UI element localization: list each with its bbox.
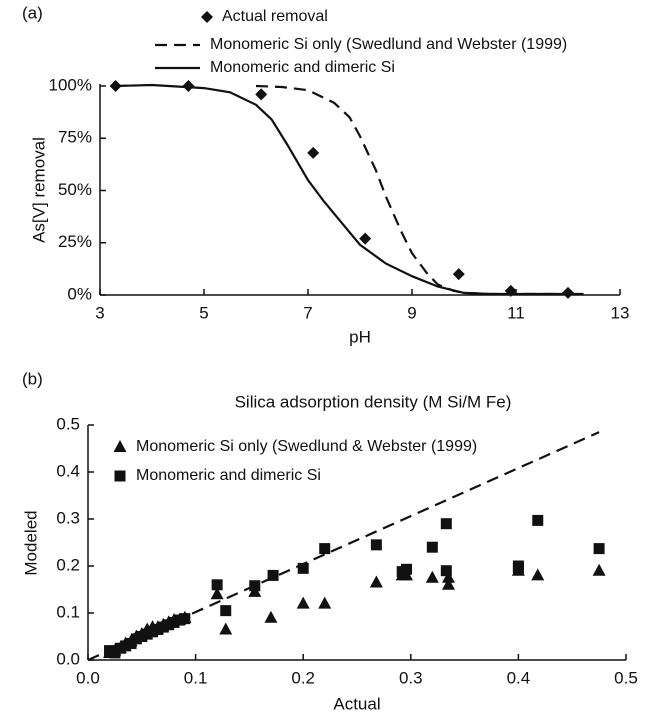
marker [440, 518, 452, 530]
chart-title: Silica adsorption density (M Si/M Fe) [235, 392, 512, 411]
marker [219, 622, 233, 635]
marker [182, 80, 195, 92]
legend-label: Monomeric Si only (Swedlund and Webster … [210, 36, 567, 53]
marker [400, 563, 412, 575]
reference-line [87, 431, 600, 662]
marker [211, 579, 223, 591]
y-axis-label: Modeled [21, 510, 40, 575]
y-tick-label: 0.2 [56, 555, 80, 574]
legend-label: Monomeric and dimeric Si [136, 467, 321, 484]
marker [425, 570, 439, 583]
legend-swatch [113, 440, 127, 452]
marker [318, 596, 332, 609]
marker [440, 565, 452, 577]
panel-label: (b) [22, 369, 43, 388]
marker [255, 88, 268, 101]
y-tick-label: 0.4 [56, 461, 80, 480]
x-tick-label: 0.2 [291, 668, 315, 687]
y-tick-label: 75% [58, 128, 92, 147]
x-tick-label: 0.1 [184, 668, 208, 687]
marker [220, 605, 232, 617]
marker [370, 539, 382, 551]
marker [319, 543, 331, 555]
legend-swatch [201, 11, 213, 23]
x-tick-label: 0.4 [507, 668, 531, 687]
marker [441, 570, 455, 583]
y-tick-label: 0.3 [56, 508, 80, 527]
y-axis-label: As[V] removal [29, 137, 48, 243]
x-tick-label: 3 [95, 303, 104, 322]
marker [179, 613, 191, 625]
marker [512, 562, 524, 574]
marker [296, 596, 310, 609]
x-tick-label: 11 [507, 303, 525, 322]
marker [593, 543, 605, 555]
marker [210, 587, 224, 600]
marker [267, 569, 279, 581]
x-tick-label: 9 [407, 303, 416, 322]
marker [307, 146, 320, 159]
marker [297, 562, 309, 574]
y-tick-label: 100% [49, 75, 92, 94]
x-axis-label: Actual [333, 694, 380, 713]
x-axis-label: pH [349, 327, 371, 346]
curve [115, 83, 584, 296]
marker [264, 610, 278, 623]
legend-label: Actual removal [222, 8, 328, 25]
y-tick-label: 25% [58, 232, 92, 251]
x-tick-label: 0.5 [614, 668, 638, 687]
y-tick-label: 0.5 [56, 414, 80, 433]
marker [532, 514, 544, 526]
marker [452, 268, 465, 281]
marker [426, 541, 438, 553]
marker [592, 563, 606, 576]
legend-label: Monomeric and dimeric Si [210, 59, 395, 76]
x-tick-label: 13 [611, 303, 630, 322]
y-tick-label: 0.0 [56, 649, 80, 668]
y-tick-label: 50% [58, 180, 92, 199]
marker [369, 575, 383, 588]
marker [249, 580, 261, 592]
marker [441, 577, 455, 590]
x-tick-label: 7 [303, 303, 312, 322]
marker [359, 232, 372, 245]
legend-label: Monomeric Si only (Swedlund & Webster (1… [136, 438, 477, 455]
x-tick-label: 5 [199, 303, 208, 322]
curve [255, 84, 568, 296]
y-tick-label: 0.1 [56, 602, 80, 621]
panel-label: (a) [22, 3, 43, 22]
y-tick-label: 0% [67, 284, 92, 303]
x-tick-label: 0.3 [399, 668, 423, 687]
marker [531, 568, 545, 581]
x-tick-label: 0.0 [76, 668, 100, 687]
legend-swatch [114, 470, 126, 482]
